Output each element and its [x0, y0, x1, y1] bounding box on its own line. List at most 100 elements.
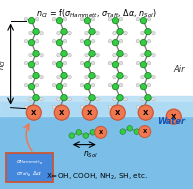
Text: X: X — [115, 110, 120, 116]
Circle shape — [136, 83, 140, 87]
Circle shape — [84, 40, 91, 46]
Circle shape — [145, 28, 151, 35]
Circle shape — [24, 105, 28, 109]
Circle shape — [136, 39, 140, 43]
Circle shape — [35, 83, 39, 87]
Circle shape — [152, 31, 155, 35]
Circle shape — [152, 97, 155, 101]
Circle shape — [68, 75, 71, 79]
Circle shape — [96, 31, 99, 35]
Circle shape — [33, 28, 39, 35]
Circle shape — [35, 105, 39, 109]
Text: X: X — [59, 110, 64, 116]
Circle shape — [96, 75, 99, 79]
Circle shape — [63, 39, 67, 43]
Text: Water: Water — [157, 117, 185, 126]
Circle shape — [84, 61, 91, 68]
Circle shape — [85, 75, 88, 79]
FancyBboxPatch shape — [5, 153, 52, 181]
Text: $n_{CI}$ = f($\sigma_{Hammett}$, $\sigma_{Taft}$, $\Delta\alpha$, $n_{Sol}$): $n_{CI}$ = f($\sigma_{Hammett}$, $\sigma… — [36, 8, 157, 20]
Circle shape — [145, 72, 151, 79]
Circle shape — [147, 39, 151, 43]
Circle shape — [57, 31, 60, 35]
Circle shape — [140, 105, 147, 112]
Circle shape — [145, 94, 151, 101]
Circle shape — [91, 17, 95, 21]
Circle shape — [108, 83, 112, 87]
Circle shape — [24, 61, 28, 65]
Circle shape — [112, 61, 119, 68]
Circle shape — [112, 17, 119, 24]
Circle shape — [89, 94, 95, 101]
Circle shape — [40, 53, 43, 57]
Circle shape — [28, 83, 35, 90]
Circle shape — [91, 83, 95, 87]
Circle shape — [35, 61, 39, 65]
Circle shape — [63, 83, 67, 87]
Circle shape — [35, 17, 39, 21]
Circle shape — [124, 31, 127, 35]
Circle shape — [110, 105, 125, 120]
Circle shape — [124, 75, 127, 79]
Circle shape — [134, 129, 140, 134]
Circle shape — [28, 61, 35, 68]
Circle shape — [91, 61, 95, 65]
Circle shape — [24, 83, 28, 87]
Circle shape — [84, 105, 91, 112]
Circle shape — [89, 28, 95, 35]
Circle shape — [52, 61, 56, 65]
Circle shape — [85, 53, 88, 57]
Circle shape — [80, 39, 84, 43]
Circle shape — [89, 72, 95, 79]
Text: $n_{CI}$: $n_{CI}$ — [0, 59, 8, 70]
Circle shape — [108, 39, 112, 43]
Circle shape — [84, 83, 91, 90]
Circle shape — [141, 31, 144, 35]
Circle shape — [61, 94, 67, 101]
Circle shape — [91, 105, 95, 109]
Circle shape — [117, 72, 123, 79]
Circle shape — [136, 105, 140, 109]
Circle shape — [119, 39, 123, 43]
Circle shape — [85, 97, 88, 101]
Circle shape — [124, 53, 127, 57]
Circle shape — [119, 83, 123, 87]
Circle shape — [141, 97, 144, 101]
Circle shape — [69, 133, 74, 138]
Text: X: X — [31, 110, 36, 116]
Circle shape — [29, 31, 32, 35]
Circle shape — [68, 31, 71, 35]
Circle shape — [136, 61, 140, 65]
Circle shape — [113, 31, 116, 35]
Circle shape — [112, 105, 119, 112]
Circle shape — [61, 28, 67, 35]
Circle shape — [56, 83, 63, 90]
Circle shape — [54, 105, 69, 120]
Circle shape — [141, 53, 144, 57]
Circle shape — [96, 53, 99, 57]
Text: X=OH, COOH, NH$_2$, SH, etc.: X=OH, COOH, NH$_2$, SH, etc. — [46, 172, 147, 182]
Circle shape — [61, 72, 67, 79]
Circle shape — [56, 40, 63, 46]
Circle shape — [24, 17, 28, 21]
Circle shape — [147, 105, 151, 109]
Circle shape — [117, 50, 123, 57]
Circle shape — [52, 17, 56, 21]
Circle shape — [89, 50, 95, 57]
Text: $\sigma_{Hammett}$,: $\sigma_{Hammett}$, — [15, 158, 42, 166]
Circle shape — [85, 31, 88, 35]
Circle shape — [152, 75, 155, 79]
Circle shape — [63, 105, 67, 109]
Circle shape — [166, 109, 181, 124]
Text: X: X — [143, 129, 147, 134]
Circle shape — [63, 61, 67, 65]
Circle shape — [24, 39, 28, 43]
Circle shape — [117, 28, 123, 35]
Circle shape — [119, 61, 123, 65]
Circle shape — [33, 72, 39, 79]
Circle shape — [113, 97, 116, 101]
Circle shape — [63, 17, 67, 21]
Circle shape — [139, 126, 151, 138]
Text: X: X — [171, 114, 176, 120]
Text: X: X — [143, 110, 148, 116]
